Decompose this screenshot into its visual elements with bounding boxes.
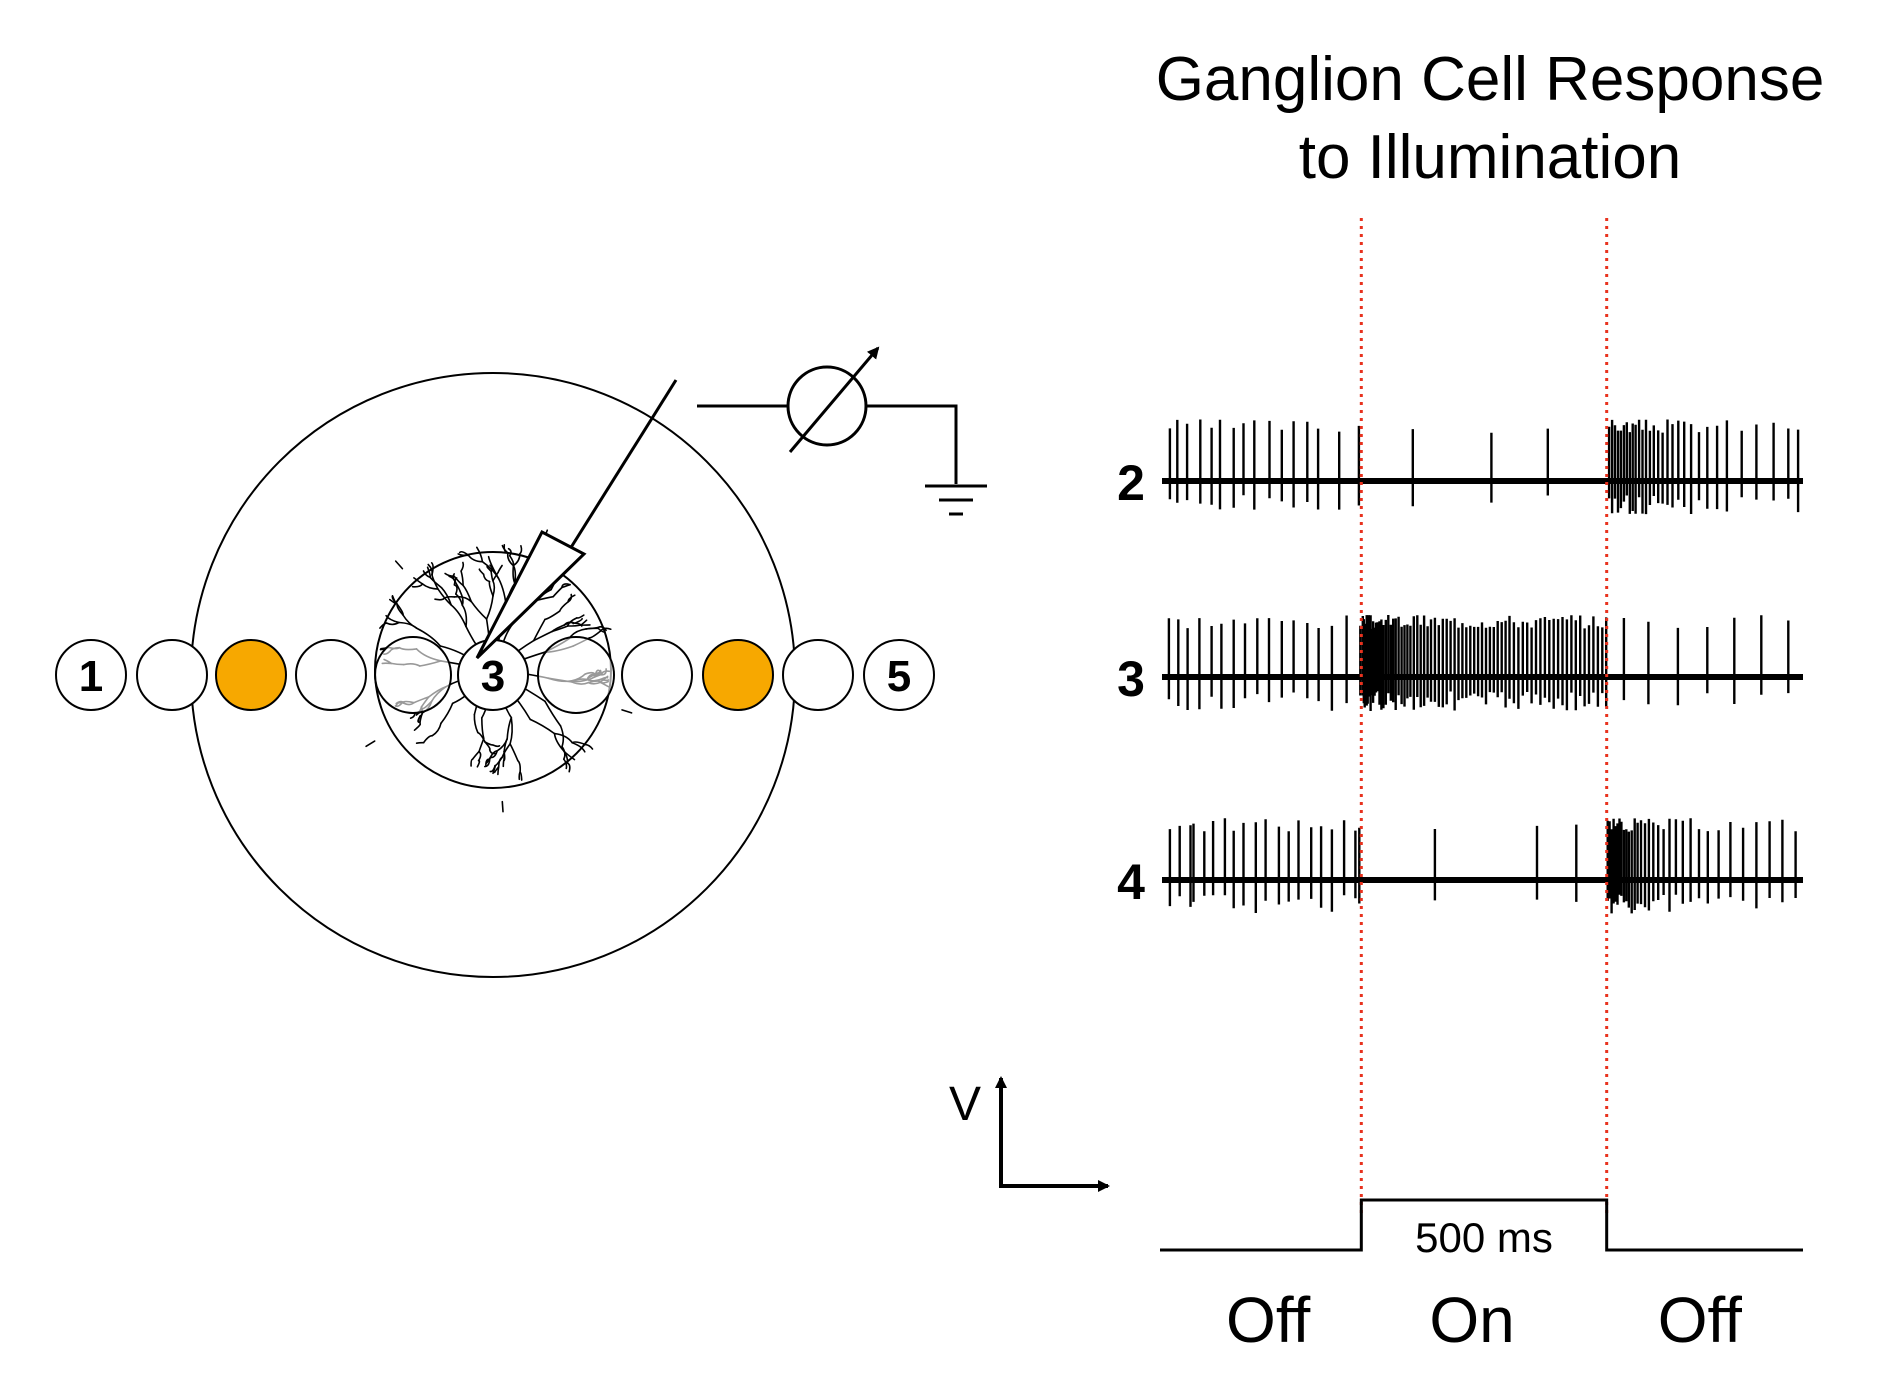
spot-label-3: 3	[481, 652, 505, 701]
voltage-time-axes	[995, 1076, 1110, 1192]
spot-label-5: 5	[887, 652, 911, 701]
electrode-icon	[475, 379, 678, 660]
trace-label-4: 4	[1117, 854, 1145, 910]
stimulus-spot-4	[295, 639, 367, 711]
stimulus-spot-1	[55, 639, 127, 711]
figure-title: Ganglion Cell Response to Illumination	[1156, 45, 1825, 192]
phase-label-on: On	[1429, 1284, 1514, 1356]
spike-train-panel: 2 3 4	[1117, 218, 1803, 1218]
stimulus-spot-9	[702, 639, 774, 711]
spike-trace-4: 4	[1117, 818, 1803, 914]
stimulus-duration-label: 500 ms	[1415, 1214, 1553, 1261]
trace-label-2: 2	[1117, 455, 1145, 511]
title-line-1: Ganglion Cell Response	[1156, 45, 1825, 114]
stimulus-spot-10	[782, 639, 854, 711]
ground-icon	[925, 484, 987, 516]
stimulus-spot-2	[136, 639, 208, 711]
stimulus-spot-7	[537, 636, 615, 714]
voltmeter-icon	[697, 346, 958, 484]
phase-label-off-before: Off	[1226, 1284, 1310, 1356]
spike-trace-3: 3	[1117, 615, 1803, 711]
voltage-axis-label: V	[949, 1078, 981, 1131]
stimulus-spot-row: 1 3 5	[55, 636, 935, 714]
spot-label-1: 1	[79, 652, 103, 701]
stimulus-spot-8	[621, 639, 693, 711]
receptive-field-diagram: 1 3 5	[55, 346, 987, 978]
spike-trace-2: 2	[1117, 419, 1803, 515]
stimulus-spot-11	[863, 639, 935, 711]
title-line-2: to Illumination	[1299, 123, 1682, 192]
stimulus-spot-5	[374, 636, 452, 714]
phase-label-off-after: Off	[1658, 1284, 1742, 1356]
stimulus-step-trace	[1160, 1198, 1803, 1252]
stimulus-spot-3	[215, 639, 287, 711]
trace-label-3: 3	[1117, 651, 1145, 707]
stimulus-timing: V 500 ms Off On Off	[949, 1076, 1803, 1356]
